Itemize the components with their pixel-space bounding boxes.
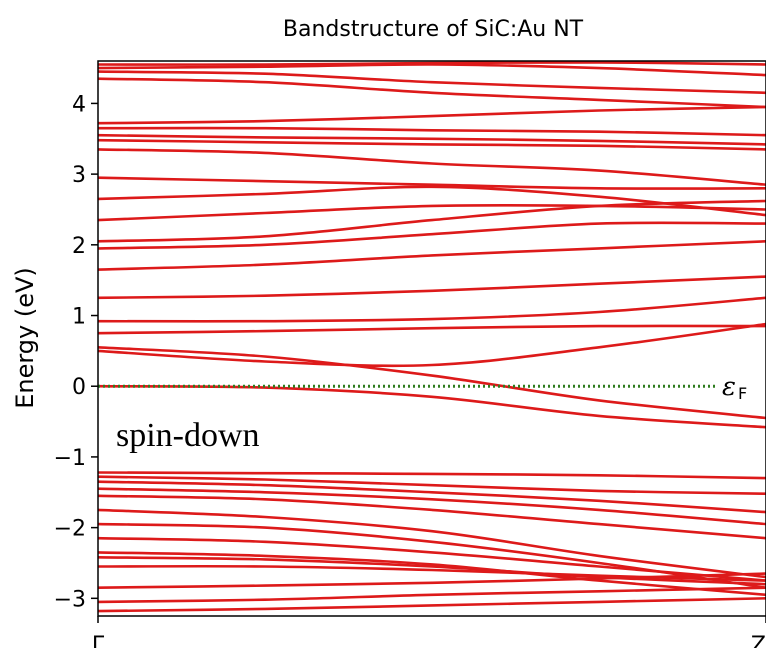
- band-line-5: [98, 556, 766, 586]
- band-line-10: [98, 494, 766, 540]
- fermi-subscript: F: [738, 384, 747, 403]
- band-line-12: [98, 480, 766, 514]
- plot-area: [97, 60, 766, 617]
- band-line-25: [98, 185, 766, 217]
- band-line-27: [98, 148, 766, 186]
- band-line-29: [98, 133, 766, 146]
- band-line-35: [98, 61, 766, 66]
- y-tick-label-2: 2: [72, 234, 86, 259]
- band-line-13: [98, 475, 766, 495]
- band-line-18: [98, 324, 766, 335]
- x-tick-label-0: Γ: [92, 633, 105, 648]
- band-line-14: [98, 471, 766, 480]
- y-axis: −3 −2 −1 0 1 2 3 4: [54, 92, 98, 612]
- band-line-26: [98, 176, 766, 190]
- band-line-8: [98, 522, 766, 589]
- band-line-31: [98, 105, 766, 125]
- x-tick-label-1: Z: [751, 633, 766, 648]
- y-tick-label-1: 1: [72, 305, 86, 330]
- plot-frame: [97, 60, 766, 617]
- spin-down-annotation: spin-down: [116, 417, 260, 454]
- band-line-30: [98, 126, 766, 137]
- band-line-32: [98, 77, 766, 109]
- band-lines: [98, 61, 766, 613]
- fermi-level-label: ε F: [722, 372, 747, 403]
- band-line-22: [98, 221, 766, 250]
- chart-title: Bandstructure of SiC:Au NT: [283, 17, 584, 42]
- band-line-16: [98, 346, 766, 420]
- band-line-9: [98, 508, 766, 579]
- y-tick-label-0: 0: [72, 375, 86, 400]
- y-tick-label--1: −1: [54, 446, 86, 471]
- band-line-1: [98, 597, 766, 613]
- band-line-19: [98, 296, 766, 323]
- y-tick-label-3: 3: [72, 163, 86, 188]
- y-tick-label-4: 4: [72, 92, 86, 117]
- band-line-21: [98, 240, 766, 271]
- y-axis-label: Energy (eV): [11, 267, 39, 409]
- fermi-symbol: ε: [722, 372, 736, 402]
- band-line-34: [98, 63, 766, 77]
- y-tick-label--3: −3: [54, 587, 86, 612]
- band-line-6: [98, 551, 766, 597]
- band-line-20: [98, 275, 766, 300]
- band-line-28: [98, 138, 766, 151]
- band-line-2: [98, 586, 766, 604]
- band-line-24: [98, 203, 766, 222]
- band-line-4: [98, 564, 766, 582]
- band-line-33: [98, 70, 766, 95]
- band-line-11: [98, 487, 766, 526]
- band-line-17: [98, 322, 766, 368]
- y-tick-label--2: −2: [54, 517, 86, 542]
